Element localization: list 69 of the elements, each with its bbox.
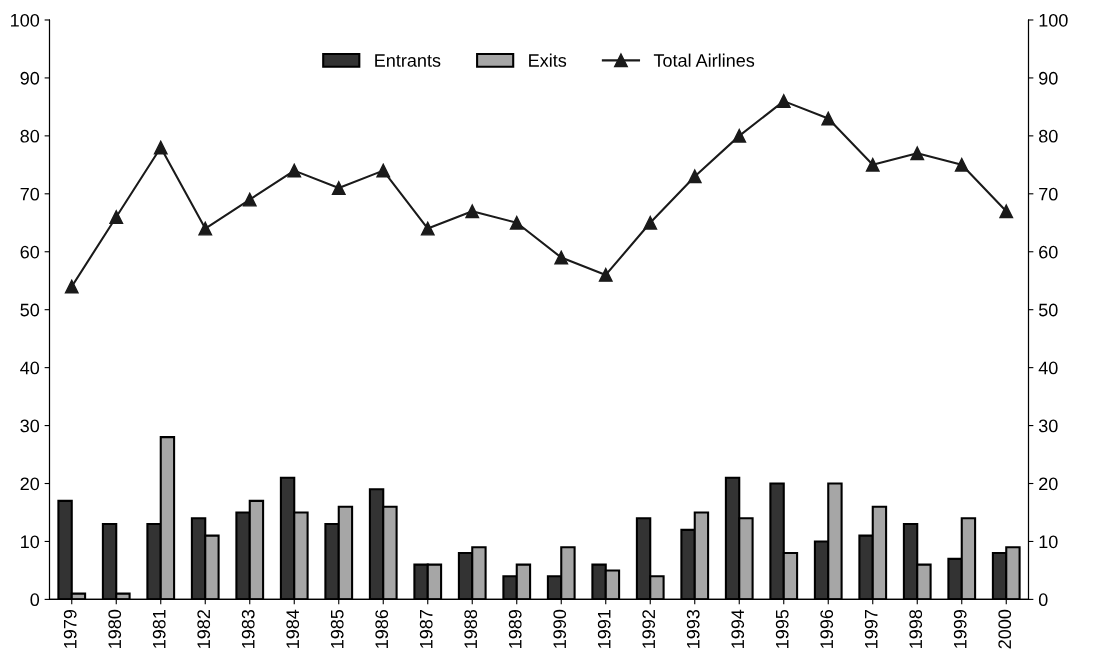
x-tick-label: 1983 (241, 609, 255, 648)
x-tick-label: 1997 (864, 610, 878, 648)
y2-tick-label: 30 (1038, 419, 1058, 433)
y2-tick-label: 90 (1039, 71, 1058, 85)
x-tick-label: 1981 (152, 610, 166, 648)
y-tick-label: 100 (11, 13, 40, 27)
x-tick-label: 1992 (642, 610, 656, 648)
y2-tick-label: 0 (1038, 593, 1048, 607)
x-tick-label: 1995 (775, 609, 789, 648)
y-tick-label: 30 (20, 419, 40, 433)
point (999, 204, 1014, 219)
y-tick-label: 40 (20, 361, 40, 375)
y2-tick-label: 10 (1039, 535, 1058, 549)
x-tick-label: 1999 (953, 609, 967, 648)
y-tick-label: 90 (20, 71, 40, 85)
point (643, 215, 658, 230)
y-tick-label: 80 (20, 129, 40, 143)
point (821, 111, 836, 126)
point (331, 181, 346, 195)
point (598, 267, 613, 282)
y2-tick-label: 70 (1039, 187, 1058, 201)
x-tick-label: 1993 (686, 609, 700, 648)
x-tick-label: 1991 (597, 610, 611, 648)
point (64, 279, 79, 294)
x-tick-label: 2000 (998, 609, 1012, 649)
point (910, 146, 925, 161)
point (554, 250, 569, 265)
y2-tick-label: 100 (1039, 13, 1068, 27)
y2-tick-label: 40 (1038, 361, 1058, 375)
point (420, 221, 435, 236)
point (732, 128, 747, 143)
x-tick-label: 1994 (731, 609, 745, 648)
point (109, 210, 124, 224)
point (465, 204, 480, 219)
x-tick-label: 1982 (197, 610, 211, 648)
y-tick-label: 60 (20, 245, 40, 259)
x-tick-label: 1988 (464, 609, 478, 648)
y-tick-label: 50 (20, 303, 40, 317)
x-tick-label: 1990 (553, 609, 567, 648)
y2-tick-label: 50 (1038, 303, 1058, 317)
point (153, 140, 168, 155)
x-tick-label: 1984 (286, 609, 300, 648)
y-tick-label: 10 (21, 535, 40, 549)
point (242, 192, 257, 207)
y-tick-label: 70 (20, 187, 40, 201)
legend-label: Total Airlines (653, 53, 755, 67)
y-tick-label: 20 (20, 477, 40, 491)
point (287, 163, 302, 178)
y-tick-label: 0 (30, 593, 40, 607)
legend-label: Entrants (375, 54, 441, 67)
point (198, 221, 213, 236)
point (376, 163, 391, 178)
point (776, 94, 791, 109)
x-tick-label: 1986 (375, 609, 389, 648)
point (509, 215, 524, 230)
legend-label: Exits (529, 53, 567, 67)
x-tick-label: 1998 (909, 609, 923, 648)
x-tick-label: 1996 (820, 609, 834, 648)
x-tick-label: 1989 (508, 609, 522, 648)
x-tick-label: 1979 (63, 609, 77, 648)
x-tick-label: 1987 (419, 610, 433, 648)
y2-tick-label: 80 (1039, 129, 1058, 143)
y2-tick-label: 60 (1039, 245, 1058, 259)
x-tick-label: 1985 (330, 609, 344, 648)
point (687, 169, 702, 184)
x-tick-label: 1980 (108, 609, 122, 648)
y2-tick-label: 20 (1039, 477, 1058, 491)
point (954, 157, 969, 172)
point (865, 157, 880, 172)
